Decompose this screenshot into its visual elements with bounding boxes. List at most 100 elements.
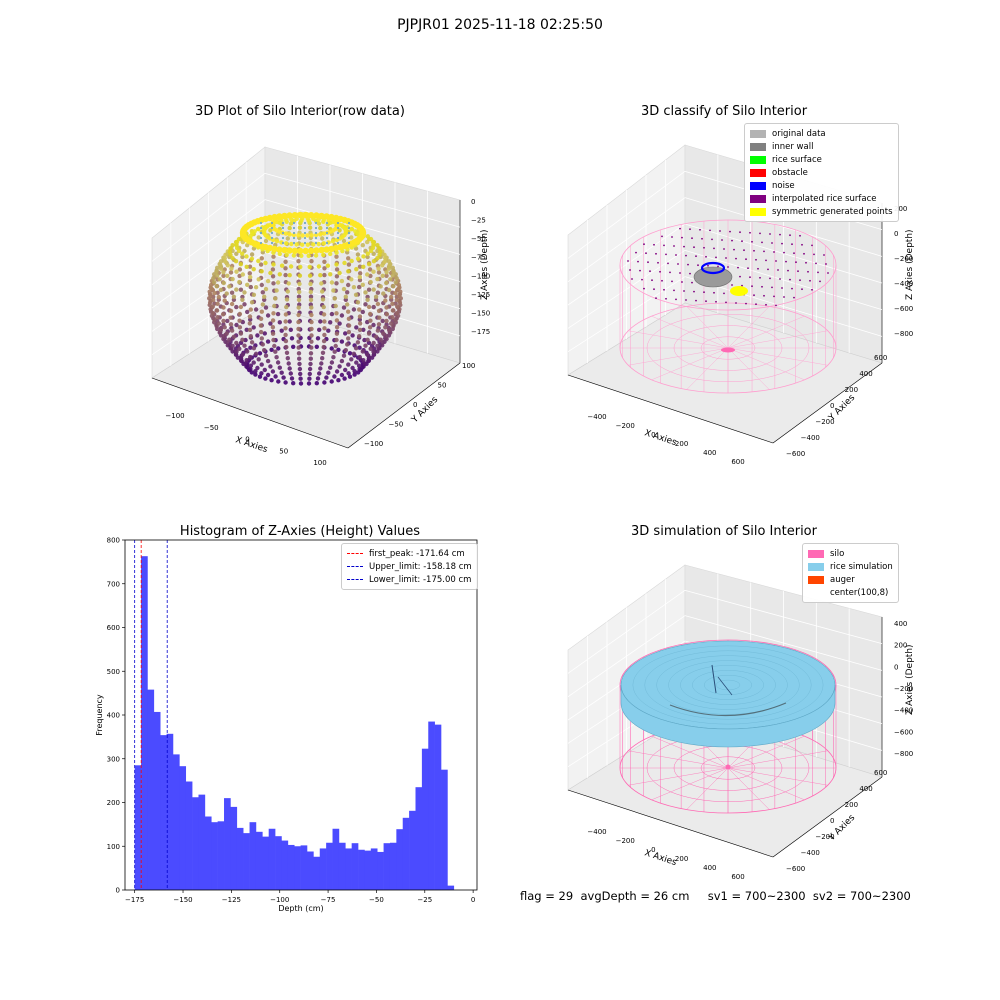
data-point xyxy=(386,259,392,264)
legend-entry: Upper_limit: -158.18 cm xyxy=(347,560,472,573)
data-point xyxy=(221,273,226,278)
data-point xyxy=(240,337,245,342)
surface-point xyxy=(783,296,785,298)
rice-mesh-ring xyxy=(644,650,812,720)
data-point xyxy=(289,241,294,247)
data-point xyxy=(284,350,290,355)
data-point xyxy=(337,270,342,276)
surface-point xyxy=(627,260,629,262)
data-point xyxy=(383,325,388,330)
data-point xyxy=(296,319,301,325)
data-point xyxy=(237,325,243,330)
data-point xyxy=(276,379,281,384)
surface-point xyxy=(639,269,641,272)
data-point xyxy=(346,269,351,274)
tick-label: −200 xyxy=(815,833,834,841)
data-point xyxy=(218,259,224,264)
data-point xyxy=(287,366,292,371)
simulation-x-ticks: −400 −200 0 200 400 600 xyxy=(587,828,744,880)
data-point xyxy=(347,226,351,230)
surface-point xyxy=(657,261,659,264)
data-point xyxy=(373,294,379,299)
silo-floor-spoke xyxy=(651,315,729,349)
data-point xyxy=(368,318,373,323)
surface-point xyxy=(739,231,741,234)
data-point xyxy=(343,227,348,233)
data-point xyxy=(244,254,249,259)
data-point xyxy=(355,252,361,257)
data-point xyxy=(288,327,293,332)
data-point xyxy=(303,241,307,245)
surface-point xyxy=(665,297,667,300)
data-point xyxy=(297,289,302,295)
data-point xyxy=(375,328,381,333)
data-point xyxy=(343,294,348,299)
data-point xyxy=(248,345,253,350)
data-point xyxy=(384,318,389,324)
surface-point xyxy=(679,227,681,230)
surface-point xyxy=(753,294,755,297)
data-point xyxy=(360,243,365,248)
data-point xyxy=(339,358,345,364)
data-point xyxy=(357,327,363,333)
surface-point xyxy=(665,253,667,256)
rice-mesh-ring xyxy=(680,665,776,705)
data-point xyxy=(297,225,303,230)
simulation-legend: silo rice simulation auger center(100,8) xyxy=(802,543,899,603)
data-point xyxy=(351,285,357,290)
data-point xyxy=(389,294,394,300)
data-point xyxy=(294,242,299,247)
surface-point xyxy=(773,251,775,253)
histogram-bar xyxy=(211,822,218,890)
data-point xyxy=(238,331,244,336)
data-point xyxy=(314,381,319,386)
data-point xyxy=(334,311,339,316)
silo-floor-spoke xyxy=(686,767,729,810)
tick-label: 600 xyxy=(731,458,744,466)
raw-3d-plot: −100 −50 0 50 100 100 50 0 −50 −100 0 −25 −50 −75 −1… xyxy=(151,146,490,467)
data-point xyxy=(347,221,351,225)
surface-point xyxy=(785,260,787,263)
data-point xyxy=(234,340,239,346)
symmetric-points-cluster xyxy=(730,286,748,296)
rice-mesh-ring xyxy=(704,675,752,695)
data-point xyxy=(314,344,319,349)
surface-point xyxy=(689,272,691,275)
data-point xyxy=(347,241,351,245)
data-point xyxy=(386,287,392,293)
silo-floor-spoke xyxy=(727,330,828,349)
data-point xyxy=(245,309,250,315)
surface-point xyxy=(761,241,763,244)
data-point xyxy=(249,300,255,305)
data-point xyxy=(365,234,370,239)
data-point xyxy=(393,280,398,285)
data-point xyxy=(289,376,295,381)
raw-y-axis-label: Y Axies xyxy=(409,395,440,426)
data-point xyxy=(270,267,276,272)
data-point xyxy=(375,343,380,348)
data-point xyxy=(252,229,257,234)
data-point xyxy=(320,350,326,355)
data-point xyxy=(365,352,370,357)
surface-point xyxy=(681,281,683,283)
tick-label: −100 xyxy=(471,272,490,280)
data-point xyxy=(279,370,284,375)
tick-label: −200 xyxy=(616,422,635,430)
data-point xyxy=(247,314,253,319)
y-tick-label: 800 xyxy=(107,537,120,545)
data-point xyxy=(229,301,235,307)
data-point xyxy=(248,307,253,312)
surface-point xyxy=(793,296,795,299)
data-point xyxy=(336,378,341,383)
data-point xyxy=(323,246,330,253)
data-point xyxy=(247,271,252,276)
data-point xyxy=(247,327,253,333)
surface-point xyxy=(691,281,693,284)
tick-label: 200 xyxy=(845,801,858,809)
data-point xyxy=(378,337,383,342)
raw-x-ticks: −100 −50 0 50 100 xyxy=(165,412,326,467)
data-point xyxy=(292,241,296,245)
surface-point xyxy=(789,278,791,281)
